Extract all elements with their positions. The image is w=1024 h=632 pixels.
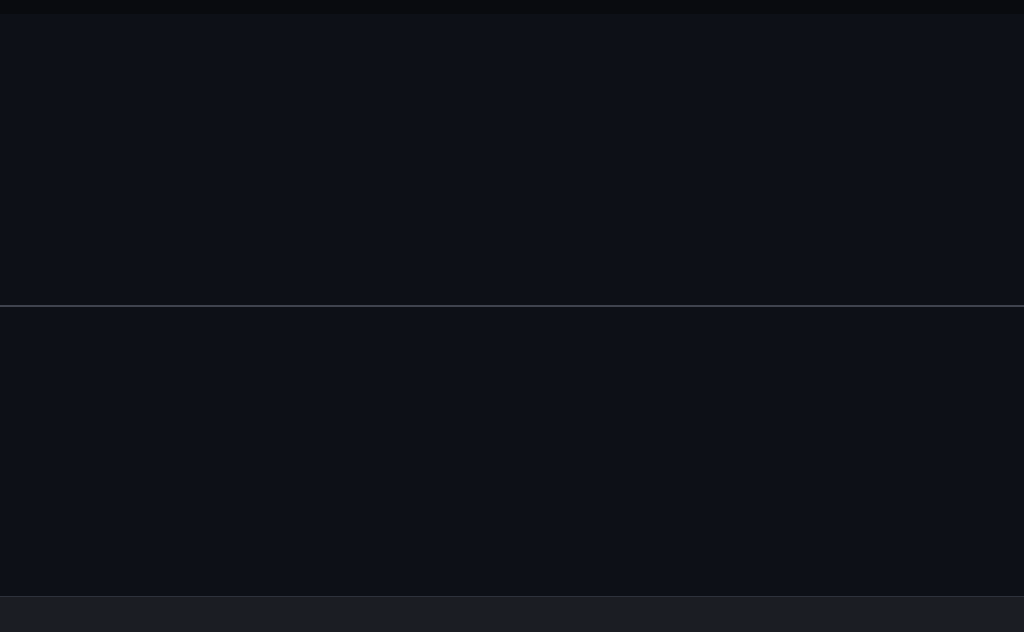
chart-pane-eurjpy-4h [0,14,1024,305]
pane-separator[interactable] [0,305,1024,307]
attribution-bar [0,0,1024,14]
footer-bar [0,596,1024,632]
